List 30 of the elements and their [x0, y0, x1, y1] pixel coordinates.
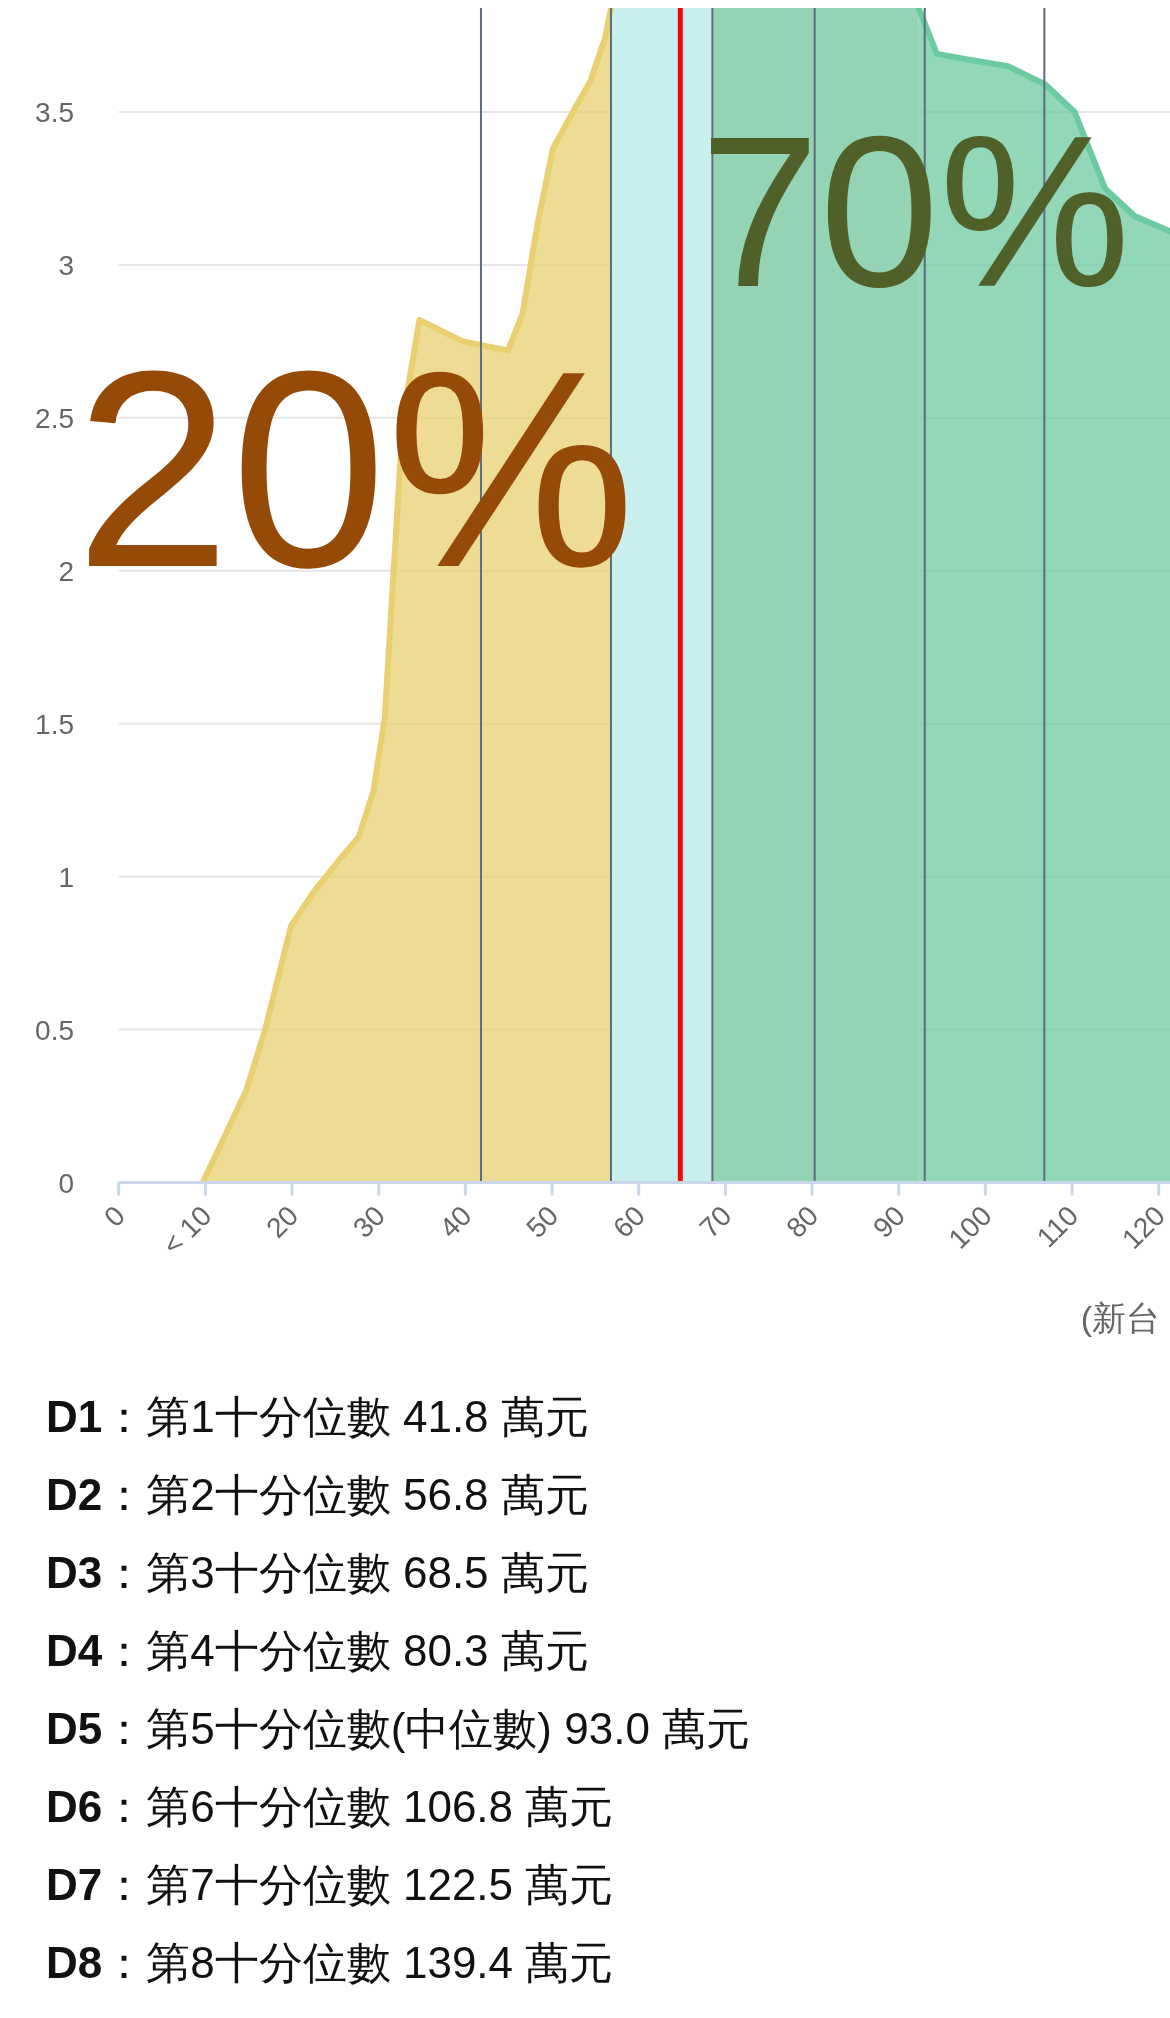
text: D1：第1十分位數 41.8 萬元: [46, 1392, 589, 1441]
x-tick-label: 60: [607, 1199, 651, 1244]
y-tick-label: 2: [58, 555, 74, 587]
x-tick-label: 40: [433, 1199, 478, 1244]
y-tick-label: 3.5: [35, 96, 74, 128]
x-tick-label: 0: [98, 1199, 131, 1233]
y-tick-label: 0: [58, 1167, 74, 1199]
x-tick-label: 20: [260, 1199, 305, 1244]
x-tick-label: 100: [942, 1199, 998, 1255]
x-tick-label: < 10: [156, 1199, 218, 1261]
x-tick-label: 50: [520, 1199, 565, 1244]
x-tick-label: 30: [347, 1199, 391, 1244]
x-tick-label: 70: [693, 1199, 738, 1244]
x-tick-label: 110: [1030, 1199, 1085, 1254]
x-axis-title: (新台: [1080, 1299, 1160, 1337]
x-tick-label: 90: [867, 1199, 911, 1244]
x-tick-label: 80: [780, 1199, 825, 1244]
y-tick-label: 1.5: [35, 708, 74, 740]
y-tick-label: 0.5: [35, 1014, 74, 1046]
y-tick-label: 1: [58, 861, 74, 893]
text: D2：第2十分位數 56.8 萬元: [46, 1470, 589, 1519]
text: D6：第6十分位數 106.8 萬元: [46, 1782, 614, 1831]
text: D4：第4十分位數 80.3 萬元: [46, 1626, 589, 1675]
text: D5：第5十分位數(中位數) 93.0 萬元: [46, 1704, 751, 1753]
text: D7：第7十分位數 122.5 萬元: [46, 1860, 614, 1909]
x-tick-label: 120: [1116, 1199, 1170, 1255]
y-tick-label: 3: [58, 249, 74, 281]
text: D8：第8十分位數 139.4 萬元: [46, 1938, 614, 1987]
text: D3：第3十分位數 68.5 萬元: [46, 1548, 589, 1597]
y-tick-label: 2.5: [35, 402, 74, 434]
